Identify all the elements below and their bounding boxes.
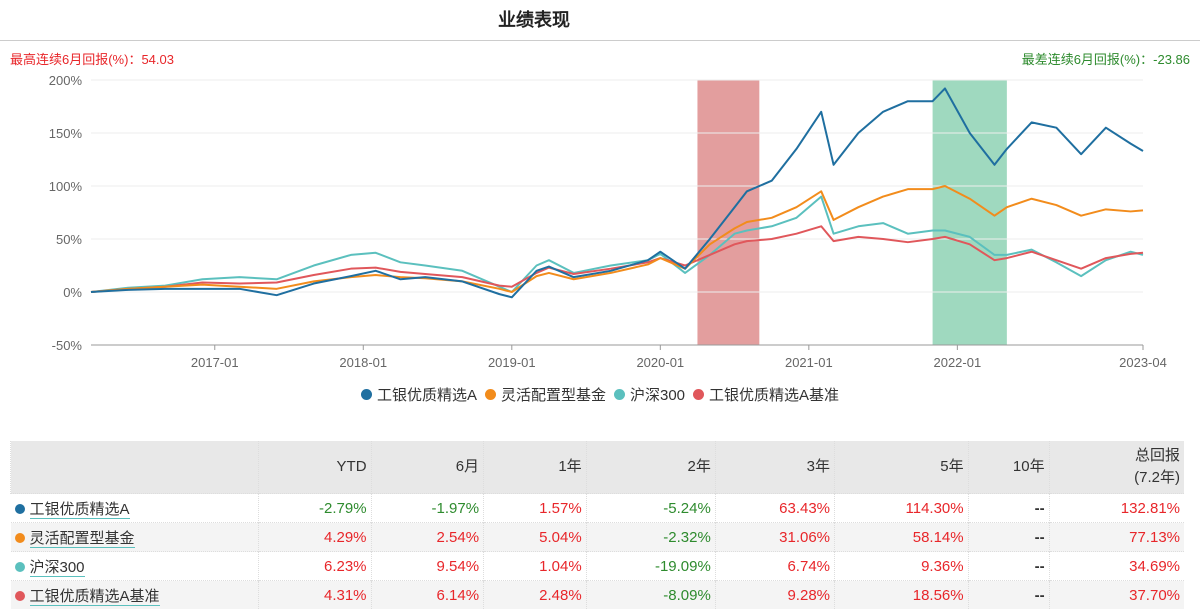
x-tick-label: 2022-01 bbox=[933, 355, 981, 370]
series-dot-icon bbox=[15, 562, 25, 572]
series-dot-icon bbox=[15, 591, 25, 601]
table-row: 工银优质精选A基准 4.31%6.14%2.48%-8.09%9.28%18.56… bbox=[11, 581, 1185, 609]
return-cell: 31.06% bbox=[715, 523, 834, 552]
legend-label: 工银优质精选A bbox=[377, 384, 477, 405]
return-cell: -19.09% bbox=[586, 552, 715, 581]
row-name-cell: 沪深300 bbox=[11, 552, 259, 581]
return-cell: 4.31% bbox=[259, 581, 372, 609]
performance-chart: 200% 150% 100% 50% 0% -50% 2017-01 2018-01 2019-… bbox=[0, 60, 1200, 380]
header-1y: 1年 bbox=[484, 441, 587, 494]
header-2y: 2年 bbox=[586, 441, 715, 494]
legend-dot-icon bbox=[614, 389, 625, 400]
x-tick-label: 2019-01 bbox=[488, 355, 536, 370]
return-cell: 5.04% bbox=[484, 523, 587, 552]
return-cell: -- bbox=[968, 523, 1049, 552]
y-tick-label: 200% bbox=[49, 73, 83, 88]
legend-item[interactable]: 沪深300 bbox=[614, 384, 685, 405]
x-tick-label: 2021-01 bbox=[785, 355, 833, 370]
x-tick-label: 2020-01 bbox=[636, 355, 684, 370]
row-name-cell: 工银优质精选A基准 bbox=[11, 581, 259, 609]
legend-item[interactable]: 工银优质精选A bbox=[361, 384, 477, 405]
series-dot-icon bbox=[15, 533, 25, 543]
y-tick-label: 100% bbox=[49, 179, 83, 194]
table-row: 灵活配置型基金 4.29%2.54%5.04%-2.32%31.06%58.14%… bbox=[11, 523, 1185, 552]
return-cell: 114.30% bbox=[835, 494, 969, 523]
legend-dot-icon bbox=[485, 389, 496, 400]
return-cell: 1.04% bbox=[484, 552, 587, 581]
table-row: 工银优质精选A -2.79%-1.97%1.57%-5.24%63.43%114.… bbox=[11, 494, 1185, 523]
return-cell: 9.54% bbox=[371, 552, 484, 581]
return-cell: 2.54% bbox=[371, 523, 484, 552]
header-6m: 6月 bbox=[371, 441, 484, 494]
y-tick-label: 0% bbox=[63, 285, 82, 300]
return-cell: -2.32% bbox=[586, 523, 715, 552]
chart-legend: 工银优质精选A 灵活配置型基金 沪深300 工银优质精选A基准 bbox=[0, 384, 1200, 405]
page-title: 业绩表现 bbox=[0, 6, 1068, 32]
header-total-period: (7.2年) bbox=[1134, 469, 1180, 486]
table-row: 沪深300 6.23%9.54%1.04%-19.09%6.74%9.36%--3… bbox=[11, 552, 1185, 581]
x-tick-label: 2018-01 bbox=[339, 355, 387, 370]
return-cell: -2.79% bbox=[259, 494, 372, 523]
return-cell: -8.09% bbox=[586, 581, 715, 609]
header-10y: 10年 bbox=[968, 441, 1049, 494]
return-cell: 37.70% bbox=[1049, 581, 1184, 609]
highlight-band-1 bbox=[933, 80, 1007, 345]
legend-item[interactable]: 灵活配置型基金 bbox=[485, 384, 606, 405]
return-cell: 6.23% bbox=[259, 552, 372, 581]
header-total-label: 总回报 bbox=[1135, 447, 1180, 464]
returns-table: YTD 6月 1年 2年 3年 5年 10年 总回报 (7.2年) 工银优质精选A… bbox=[10, 441, 1184, 609]
legend-dot-icon bbox=[361, 389, 372, 400]
return-cell: 58.14% bbox=[835, 523, 969, 552]
return-cell: -- bbox=[968, 494, 1049, 523]
return-cell: 4.29% bbox=[259, 523, 372, 552]
legend-label: 沪深300 bbox=[630, 384, 685, 405]
return-cell: 34.69% bbox=[1049, 552, 1184, 581]
legend-label: 灵活配置型基金 bbox=[501, 384, 606, 405]
return-cell: -1.97% bbox=[371, 494, 484, 523]
y-tick-label: -50% bbox=[52, 338, 83, 353]
return-cell: 132.81% bbox=[1049, 494, 1184, 523]
return-cell: 9.36% bbox=[835, 552, 969, 581]
row-name-cell: 工银优质精选A bbox=[11, 494, 259, 523]
x-tick-label: 2017-01 bbox=[191, 355, 239, 370]
return-cell: -- bbox=[968, 552, 1049, 581]
return-cell: -- bbox=[968, 581, 1049, 609]
series-dot-icon bbox=[15, 504, 25, 514]
return-cell: 18.56% bbox=[835, 581, 969, 609]
x-tick-label: 2023-04 bbox=[1119, 355, 1167, 370]
table-header-row: YTD 6月 1年 2年 3年 5年 10年 总回报 (7.2年) bbox=[11, 441, 1185, 494]
return-cell: 9.28% bbox=[715, 581, 834, 609]
return-cell: 2.48% bbox=[484, 581, 587, 609]
fund-link[interactable]: 灵活配置型基金 bbox=[30, 530, 135, 548]
return-cell: 6.14% bbox=[371, 581, 484, 609]
header-total: 总回报 (7.2年) bbox=[1049, 441, 1184, 494]
fund-link[interactable]: 沪深300 bbox=[30, 559, 85, 577]
header-ytd: YTD bbox=[259, 441, 372, 494]
legend-label: 工银优质精选A基准 bbox=[709, 384, 839, 405]
return-cell: -5.24% bbox=[586, 494, 715, 523]
return-cell: 1.57% bbox=[484, 494, 587, 523]
y-tick-label: 50% bbox=[56, 232, 82, 247]
fund-link[interactable]: 工银优质精选A基准 bbox=[30, 588, 160, 606]
legend-dot-icon bbox=[693, 389, 704, 400]
return-cell: 63.43% bbox=[715, 494, 834, 523]
divider bbox=[0, 40, 1200, 41]
fund-link[interactable]: 工银优质精选A bbox=[30, 501, 130, 519]
return-cell: 77.13% bbox=[1049, 523, 1184, 552]
header-5y: 5年 bbox=[835, 441, 969, 494]
return-cell: 6.74% bbox=[715, 552, 834, 581]
header-3y: 3年 bbox=[715, 441, 834, 494]
y-tick-label: 150% bbox=[49, 126, 83, 141]
row-name-cell: 灵活配置型基金 bbox=[11, 523, 259, 552]
highlight-band-0 bbox=[697, 80, 759, 345]
legend-item[interactable]: 工银优质精选A基准 bbox=[693, 384, 839, 405]
header-name bbox=[11, 441, 259, 494]
